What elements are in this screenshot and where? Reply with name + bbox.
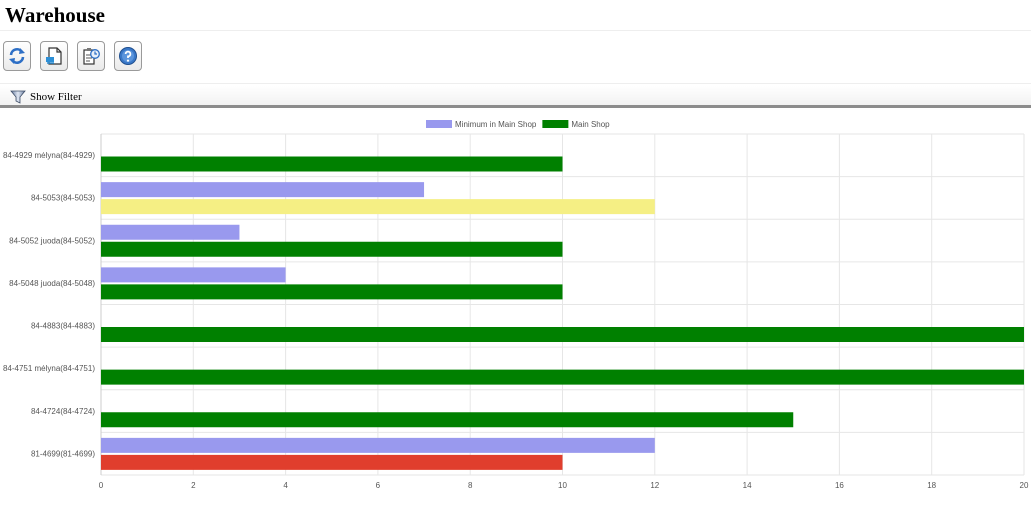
title-divider: [0, 30, 1031, 31]
x-tick-label-1: 2: [191, 481, 196, 490]
y-tick-label-0: 84-4929 mėlyna(84-4929): [3, 151, 95, 160]
page-title: Warehouse: [5, 3, 105, 27]
bar-chart: Minimum in Main Shop Main Shop 0 2 4 6 8 10 12 14…: [3, 120, 1029, 490]
legend-swatch-0: [426, 120, 452, 128]
x-tick-label-8: 16: [835, 481, 844, 490]
y-tick-label-2: 84-5052 juoda(84-5052): [9, 236, 95, 245]
y-tick-label-3: 84-5048 juoda(84-5048): [9, 279, 95, 288]
export-document-icon: [46, 47, 62, 65]
bar-main-shop-4: [101, 327, 1024, 342]
bar-minimum-3: [101, 267, 286, 283]
chart-legend: Minimum in Main Shop Main Shop: [426, 120, 610, 129]
help-icon: [119, 47, 137, 65]
x-tick-label-2: 4: [283, 481, 288, 490]
refresh-icon: [9, 48, 25, 64]
bar-main-shop-7: [101, 454, 563, 470]
x-tick-label-6: 12: [650, 481, 659, 490]
bar-main-shop-0: [101, 156, 563, 172]
export-button[interactable]: [40, 41, 68, 71]
bar-main-shop-3: [101, 284, 563, 300]
clipboard-clock-icon: [83, 48, 100, 65]
history-button[interactable]: [77, 41, 105, 71]
y-tick-label-7: 81-4699(81-4699): [31, 449, 95, 458]
y-tick-label-4: 84-4883(84-4883): [31, 322, 95, 331]
show-filter-label: Show Filter: [30, 91, 82, 103]
bar-main-shop-5: [101, 369, 1024, 385]
bar-main-shop-1: [101, 199, 655, 215]
funnel-icon: [10, 90, 26, 104]
legend-label-1: Main Shop: [571, 120, 610, 129]
x-tick-label-4: 8: [468, 481, 473, 490]
toolbar-divider: [0, 83, 1031, 84]
legend-swatch-1: [542, 120, 569, 128]
x-tick-label-5: 10: [558, 481, 567, 490]
help-button[interactable]: [114, 41, 142, 71]
y-tick-label-1: 84-5053(84-5053): [31, 194, 95, 203]
bar-main-shop-2: [101, 241, 563, 257]
x-tick-label-0: 0: [99, 481, 104, 490]
bar-minimum-7: [101, 437, 655, 453]
bar-minimum-2: [101, 224, 240, 240]
filter-bar: Show Filter: [0, 86, 1031, 108]
x-tick-label-10: 20: [1020, 481, 1029, 490]
x-tick-label-3: 6: [376, 481, 381, 490]
bar-main-shop-6: [101, 412, 794, 428]
bar-minimum-1: [101, 182, 425, 198]
y-tick-label-6: 84-4724(84-4724): [31, 407, 95, 416]
x-tick-label-7: 14: [743, 481, 752, 490]
x-tick-label-9: 18: [927, 481, 936, 490]
show-filter-toggle[interactable]: Show Filter: [10, 88, 82, 106]
y-tick-label-5: 84-4751 mėlyna(84-4751): [3, 364, 95, 373]
legend-label-0: Minimum in Main Shop: [455, 120, 537, 129]
refresh-button[interactable]: [3, 41, 31, 71]
